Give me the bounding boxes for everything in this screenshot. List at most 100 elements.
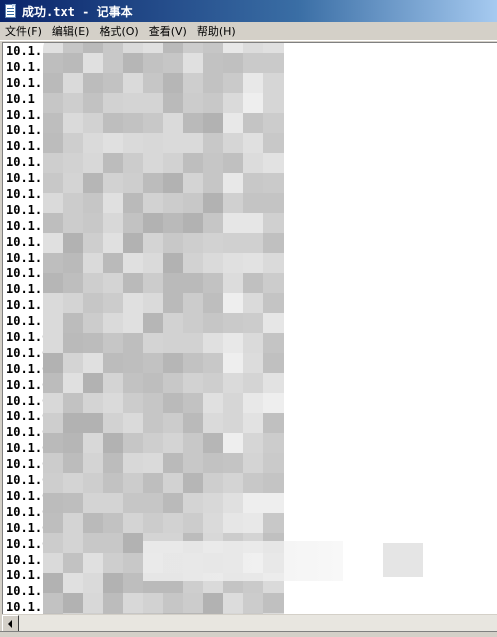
mosaic-cell <box>183 593 204 614</box>
menu-help[interactable]: 帮助(H) <box>196 25 236 38</box>
mosaic-cell <box>63 213 84 234</box>
mosaic-cell <box>103 613 124 614</box>
mosaic-cell <box>243 453 264 474</box>
menu-edit[interactable]: 编辑(E) <box>51 25 90 38</box>
mosaic-cell <box>223 393 244 414</box>
mosaic-cell <box>203 293 224 314</box>
mosaic-cell <box>263 393 284 414</box>
mosaic-cell <box>103 133 124 154</box>
mosaic-cell <box>83 133 104 154</box>
menu-view[interactable]: 查看(V) <box>148 25 187 38</box>
mosaic-cell <box>123 43 144 54</box>
scroll-left-button[interactable] <box>2 615 19 632</box>
mosaic-cell <box>83 613 104 614</box>
mosaic-cell <box>183 613 204 614</box>
menu-format[interactable]: 格式(O) <box>99 25 139 38</box>
mosaic-cell <box>203 593 224 614</box>
mosaic-cell <box>263 93 284 114</box>
mosaic-cell <box>43 233 64 254</box>
mosaic-cell <box>43 53 64 74</box>
mosaic-cell <box>183 413 204 434</box>
mosaic-cell <box>63 433 84 454</box>
mosaic-cell <box>223 73 244 94</box>
mosaic-cell <box>103 353 124 374</box>
mosaic-cell <box>43 493 64 514</box>
mosaic-cell <box>223 53 244 74</box>
mosaic-cell <box>163 133 184 154</box>
mosaic-cell <box>243 353 264 374</box>
text-editor[interactable]: 10.1. 10.1. 10.1. 10.1 10.1. 10.1. 10.1. 10.1. 1… <box>2 42 497 614</box>
mosaic-cell <box>163 193 184 214</box>
mosaic-cell <box>43 43 64 54</box>
title-bar[interactable]: 成功.txt - 记事本 <box>0 0 497 22</box>
mosaic-cell <box>63 493 84 514</box>
mosaic-cell <box>223 613 244 614</box>
text-line: 10.1. <box>6 187 43 202</box>
mosaic-cell <box>163 73 184 94</box>
mosaic-cell <box>83 573 104 594</box>
mosaic-cell <box>243 153 264 174</box>
mosaic-cell <box>103 413 124 434</box>
text-line: 10.1.0 <box>6 361 50 376</box>
mosaic-cell <box>183 433 204 454</box>
mosaic-cell <box>103 193 124 214</box>
mosaic-cell <box>123 233 144 254</box>
mosaic-cell <box>83 493 104 514</box>
mosaic-cell <box>43 93 64 114</box>
mosaic-cell <box>83 353 104 374</box>
mosaic-cell <box>143 393 164 414</box>
mosaic-cell <box>123 473 144 494</box>
mosaic-cell <box>63 453 84 474</box>
mosaic-cell <box>263 53 284 74</box>
mosaic-cell <box>83 313 104 334</box>
mosaic-cell <box>63 293 84 314</box>
mosaic-cell <box>43 293 64 314</box>
mosaic-cell <box>103 513 124 534</box>
mosaic-cell <box>63 173 84 194</box>
mosaic-cell <box>103 593 124 614</box>
mosaic-cell <box>263 43 284 54</box>
mosaic-cell <box>43 133 64 154</box>
mosaic-cell <box>103 273 124 294</box>
menu-file[interactable]: 文件(F) <box>5 25 42 38</box>
mosaic-cell <box>103 533 124 554</box>
text-line: 10.1.0 <box>6 409 50 424</box>
text-line: 10.1. <box>6 218 43 233</box>
mosaic-cell <box>43 433 64 454</box>
mosaic-cell <box>203 273 224 294</box>
mosaic-cell <box>263 213 284 234</box>
mosaic-cell <box>203 333 224 354</box>
mosaic-cell <box>163 293 184 314</box>
mosaic-cell <box>43 573 64 594</box>
text-line: 10.1.0 <box>6 330 50 345</box>
text-line: 10.1. <box>6 266 43 281</box>
mosaic-cell <box>243 313 264 334</box>
mosaic-cell <box>43 513 64 534</box>
mosaic-cell <box>203 133 224 154</box>
mosaic-cell <box>183 153 204 174</box>
mosaic-cell <box>243 373 264 394</box>
mosaic-cell <box>83 43 104 54</box>
mosaic-cell <box>83 453 104 474</box>
redaction-mosaic <box>43 43 288 614</box>
mosaic-cell <box>83 253 104 274</box>
mosaic-cell <box>183 313 204 334</box>
mosaic-cell <box>183 373 204 394</box>
mosaic-cell <box>203 113 224 134</box>
mosaic-cell <box>263 613 284 614</box>
mosaic-cell <box>203 43 224 54</box>
horizontal-scrollbar[interactable] <box>2 614 497 632</box>
mosaic-cell <box>203 433 224 454</box>
mosaic-cell <box>183 273 204 294</box>
mosaic-cell <box>123 53 144 74</box>
mosaic-cell <box>163 153 184 174</box>
mosaic-cell <box>263 293 284 314</box>
mosaic-cell <box>263 513 284 534</box>
text-line: 10.1. <box>6 568 43 583</box>
text-line: 10.1 <box>6 91 35 106</box>
mosaic-cell <box>163 213 184 234</box>
mosaic-cell <box>123 313 144 334</box>
mosaic-cell <box>263 473 284 494</box>
mosaic-cell <box>123 173 144 194</box>
mosaic-cell <box>63 133 84 154</box>
